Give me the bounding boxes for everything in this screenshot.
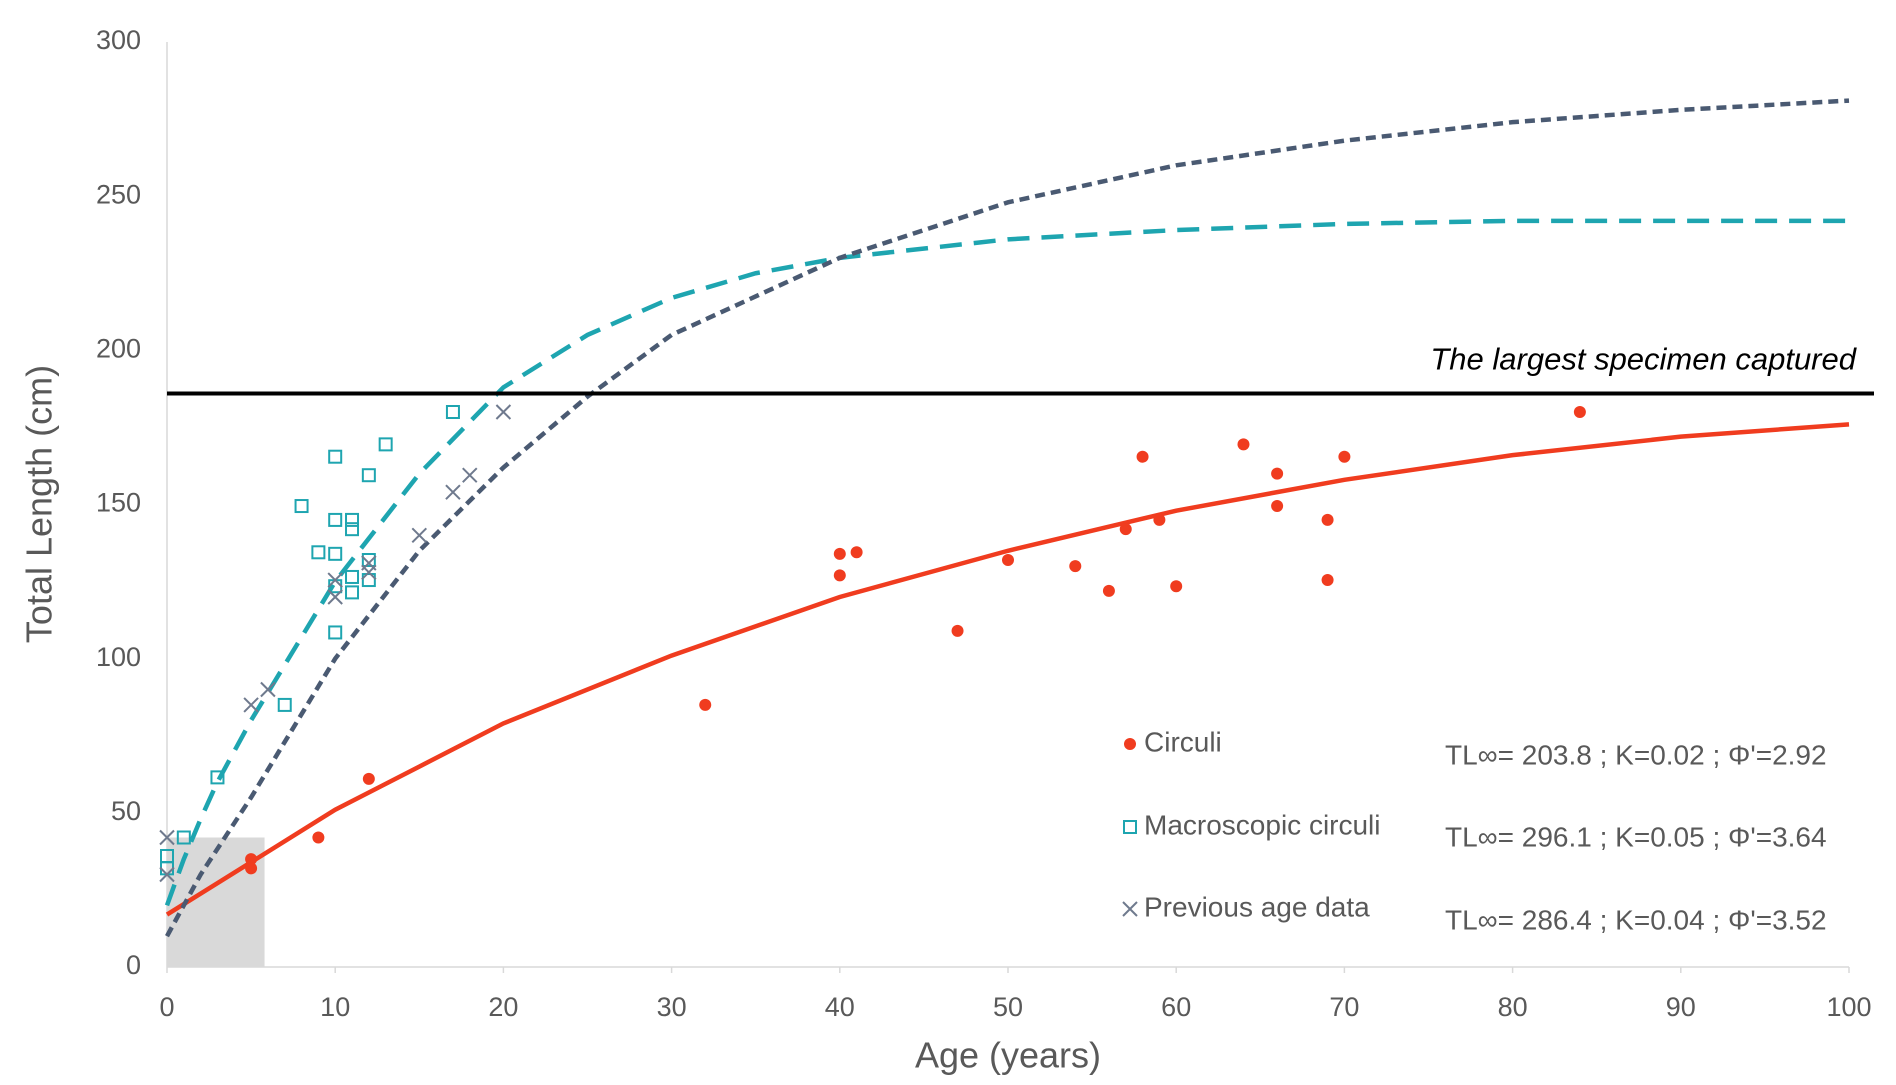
data-point <box>1136 450 1149 463</box>
fit-annotation: TL∞= 203.8 ; K=0.02 ; Φ'=2.92 <box>1445 739 1827 770</box>
data-point <box>294 499 309 514</box>
data-point <box>327 572 343 588</box>
data-point <box>1002 554 1014 566</box>
data-point <box>243 697 259 713</box>
y-tick-label: 200 <box>96 333 141 363</box>
y-tick-label: 300 <box>96 25 141 55</box>
y-tick-label: 250 <box>96 179 141 209</box>
data-point <box>361 468 376 483</box>
data-point <box>1271 467 1284 480</box>
data-point <box>328 625 343 640</box>
data-point <box>328 546 343 561</box>
data-point <box>1069 560 1082 573</box>
data-point <box>1271 500 1284 513</box>
x-tick-label: 80 <box>1498 992 1528 1022</box>
legend-label: Previous age data <box>1144 891 1370 922</box>
data-point <box>345 569 360 584</box>
legend-marker <box>1124 738 1136 750</box>
data-point <box>362 772 375 785</box>
data-point <box>445 405 460 419</box>
data-point <box>345 585 360 600</box>
legend-label: Macroscopic circuli <box>1144 809 1381 840</box>
data-point <box>1573 406 1586 418</box>
data-point <box>495 404 512 420</box>
data-point <box>345 512 360 527</box>
data-point <box>245 862 258 875</box>
x-tick-label: 90 <box>1666 992 1696 1022</box>
data-point <box>378 437 393 452</box>
legend-marker <box>1123 820 1137 834</box>
data-point <box>312 831 325 844</box>
y-tick-label: 150 <box>96 488 141 518</box>
data-point <box>277 697 292 712</box>
y-tick-label: 0 <box>126 950 141 980</box>
x-tick-label: 40 <box>825 992 855 1022</box>
data-point <box>159 866 175 883</box>
x-tick-label: 100 <box>1826 992 1871 1022</box>
data-point <box>1338 450 1351 463</box>
x-tick-label: 60 <box>1161 992 1191 1022</box>
data-point <box>411 527 428 544</box>
data-point <box>361 553 376 567</box>
data-point <box>159 829 175 846</box>
y-axis-title: Total Length (cm) <box>19 365 60 643</box>
fit-annotation: TL∞= 286.4 ; K=0.04 ; Φ'=3.52 <box>1445 904 1827 935</box>
data-point <box>1170 580 1183 593</box>
x-tick-label: 10 <box>320 992 350 1022</box>
x-tick-label: 0 <box>159 992 174 1022</box>
data-point <box>260 681 276 698</box>
data-point <box>1321 574 1334 587</box>
fit-curve <box>165 422 1850 917</box>
data-point <box>1237 438 1250 451</box>
data-point <box>699 698 712 711</box>
data-point <box>833 547 846 560</box>
fit-annotation: TL∞= 296.1 ; K=0.05 ; Φ'=3.64 <box>1445 821 1827 852</box>
data-point <box>850 546 863 559</box>
x-tick-label: 70 <box>1329 992 1359 1022</box>
data-point <box>176 830 191 845</box>
legend-marker <box>1122 901 1138 917</box>
y-tick-label: 50 <box>111 796 141 826</box>
data-point <box>328 449 343 464</box>
x-tick-label: 20 <box>488 992 518 1022</box>
data-point <box>361 564 377 581</box>
data-point <box>361 573 376 588</box>
reference-label: The largest specimen captured <box>1430 342 1857 377</box>
data-point <box>833 569 846 582</box>
data-point <box>345 522 360 537</box>
data-point <box>327 589 343 605</box>
data-point <box>462 467 478 483</box>
data-point <box>1153 513 1166 526</box>
x-axis-title: Age (years) <box>915 1035 1101 1076</box>
x-tick-label: 30 <box>657 992 687 1022</box>
data-point <box>1102 584 1115 597</box>
data-point <box>951 624 964 637</box>
data-point <box>1119 523 1132 536</box>
fit-curve <box>164 218 1849 907</box>
data-point <box>328 512 343 527</box>
x-tick-label: 50 <box>993 992 1023 1022</box>
y-tick-label: 100 <box>96 642 141 672</box>
data-point <box>311 545 326 560</box>
legend-label: Circuli <box>1144 726 1222 757</box>
data-point <box>1321 513 1334 526</box>
data-point <box>210 770 225 785</box>
data-point <box>445 484 461 500</box>
fit-curve <box>165 98 1850 938</box>
data-point <box>245 853 258 866</box>
